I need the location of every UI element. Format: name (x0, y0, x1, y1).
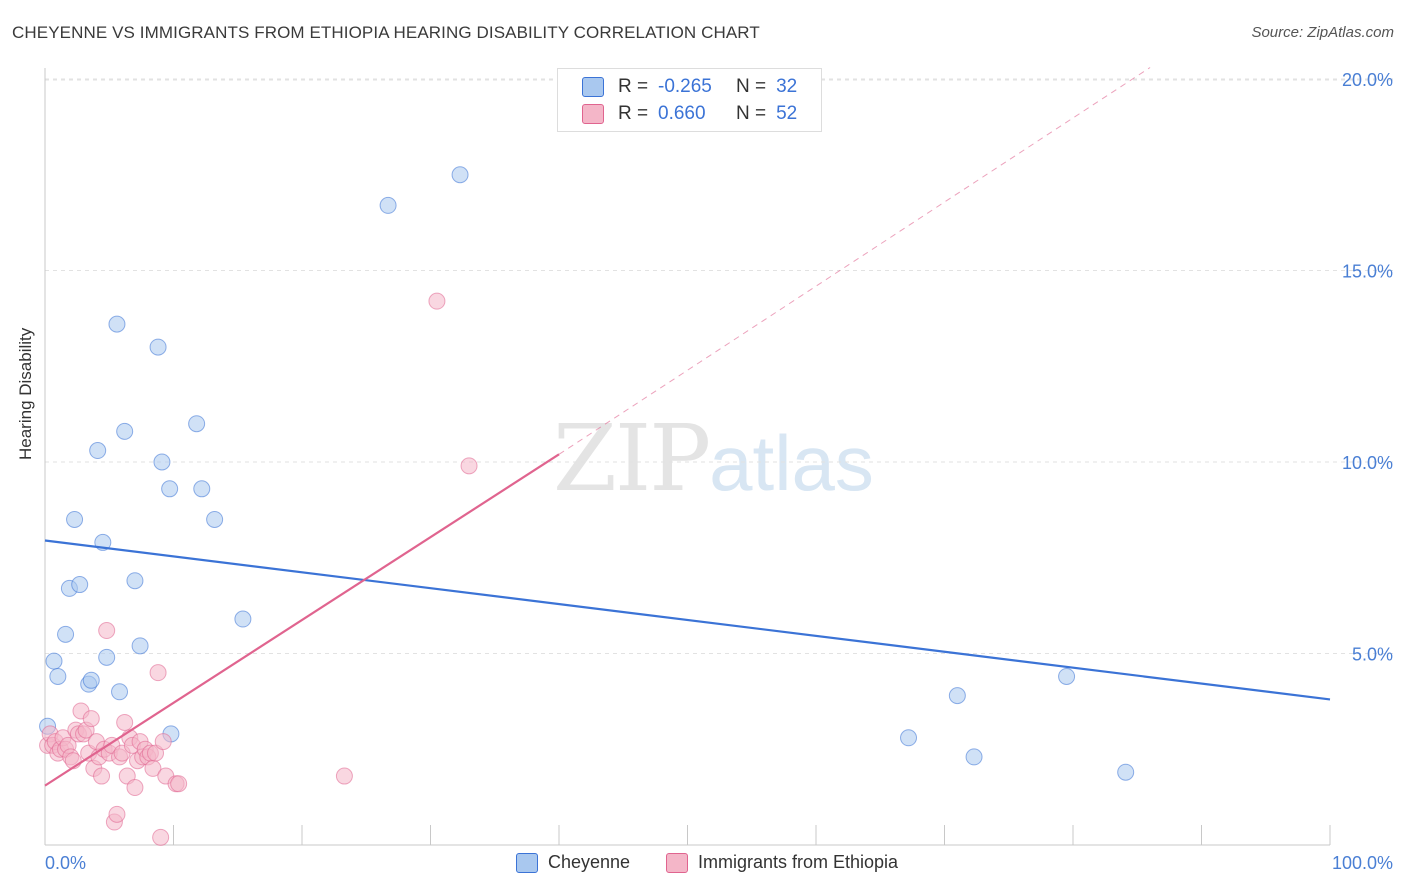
legend-n-label: N = (736, 76, 767, 97)
source-label: Source: ZipAtlas.com (1251, 24, 1394, 41)
point-cheyenne-25 (379, 196, 397, 214)
point-cheyenne-6 (71, 576, 89, 594)
point-cheyenne-31 (1117, 763, 1135, 781)
legend-r-label: R = (618, 76, 649, 97)
y-tick-label-1: 10.0% (1342, 453, 1393, 473)
point-ethiopia-21 (93, 767, 111, 785)
trend-line-ethiopia (44, 453, 560, 787)
watermark-zip: ZIP (553, 405, 711, 512)
point-ethiopia-50 (428, 292, 446, 310)
trend-line-cheyenne (44, 539, 1331, 701)
point-cheyenne-8 (82, 671, 100, 689)
point-cheyenne-5 (66, 510, 84, 528)
legend-r-label: R = (618, 103, 649, 124)
point-ethiopia-48 (170, 775, 188, 793)
point-ethiopia-17 (82, 710, 100, 728)
point-cheyenne-21 (188, 415, 206, 433)
bottom-legend-swatch-cheyenne (516, 852, 538, 873)
legend-row-cheyenne: R = -0.265 N = 32 (582, 75, 797, 99)
x-tick-label-max: 100.0% (1332, 853, 1393, 873)
point-cheyenne-22 (193, 480, 211, 498)
legend-n-value: 52 (776, 103, 798, 124)
legend-r-value: 0.660 (658, 103, 706, 124)
point-cheyenne-1 (45, 652, 63, 670)
bottom-legend-swatch-ethiopia (666, 852, 688, 873)
point-ethiopia-43 (149, 664, 167, 682)
point-cheyenne-3 (57, 625, 75, 643)
point-ethiopia-44 (152, 828, 170, 846)
legend-r-value: -0.265 (658, 76, 712, 97)
watermark: ZIPatlas (553, 405, 874, 512)
point-ethiopia-34 (126, 779, 144, 797)
point-cheyenne-28 (948, 687, 966, 705)
legend-n-value: 32 (776, 76, 798, 97)
y-axis-title: Hearing Disability (16, 327, 35, 460)
bottom-legend-label-ethiopia: Immigrants from Ethiopia (698, 852, 899, 872)
point-cheyenne-30 (1058, 667, 1076, 685)
point-cheyenne-17 (149, 338, 167, 356)
point-cheyenne-9 (89, 442, 107, 460)
y-tick-label-3: 20.0% (1342, 70, 1393, 90)
point-cheyenne-16 (131, 637, 149, 655)
point-cheyenne-15 (126, 572, 144, 590)
point-cheyenne-11 (98, 648, 116, 666)
y-tick-label-2: 15.0% (1342, 262, 1393, 282)
point-ethiopia-23 (98, 622, 116, 640)
legend-n-label: N = (736, 103, 767, 124)
point-cheyenne-29 (965, 748, 983, 766)
point-cheyenne-18 (153, 453, 171, 471)
point-cheyenne-19 (161, 480, 179, 498)
point-ethiopia-27 (108, 805, 126, 823)
legend-swatch-cheyenne (582, 77, 604, 97)
bottom-legend-label-cheyenne: Cheyenne (548, 852, 631, 872)
point-ethiopia-51 (460, 457, 478, 475)
bottom-legend-cheyenne: Cheyenne (516, 852, 630, 873)
chart-title: CHEYENNE VS IMMIGRANTS FROM ETHIOPIA HEA… (12, 23, 760, 42)
x-tick-label-min: 0.0% (45, 853, 86, 873)
trend-extension-ethiopia (558, 67, 1151, 455)
legend-swatch-ethiopia (582, 104, 604, 124)
point-cheyenne-14 (116, 422, 134, 440)
y-tick-label-0: 5.0% (1352, 645, 1393, 665)
point-cheyenne-26 (451, 166, 469, 184)
legend-row-ethiopia: R = 0.660 N = 52 (582, 102, 797, 126)
bottom-legend-ethiopia: Immigrants from Ethiopia (666, 852, 898, 873)
point-cheyenne-27 (900, 729, 918, 747)
point-cheyenne-24 (234, 610, 252, 628)
point-ethiopia-49 (335, 767, 353, 785)
point-ethiopia-45 (154, 733, 172, 751)
point-ethiopia-30 (116, 713, 134, 731)
point-cheyenne-12 (108, 315, 126, 333)
point-cheyenne-23 (206, 510, 224, 528)
watermark-atlas: atlas (709, 419, 874, 507)
correlation-legend: R = -0.265 N = 32 R = 0.660 N = 52 (557, 68, 822, 132)
point-cheyenne-2 (49, 667, 67, 685)
point-cheyenne-13 (111, 683, 129, 701)
